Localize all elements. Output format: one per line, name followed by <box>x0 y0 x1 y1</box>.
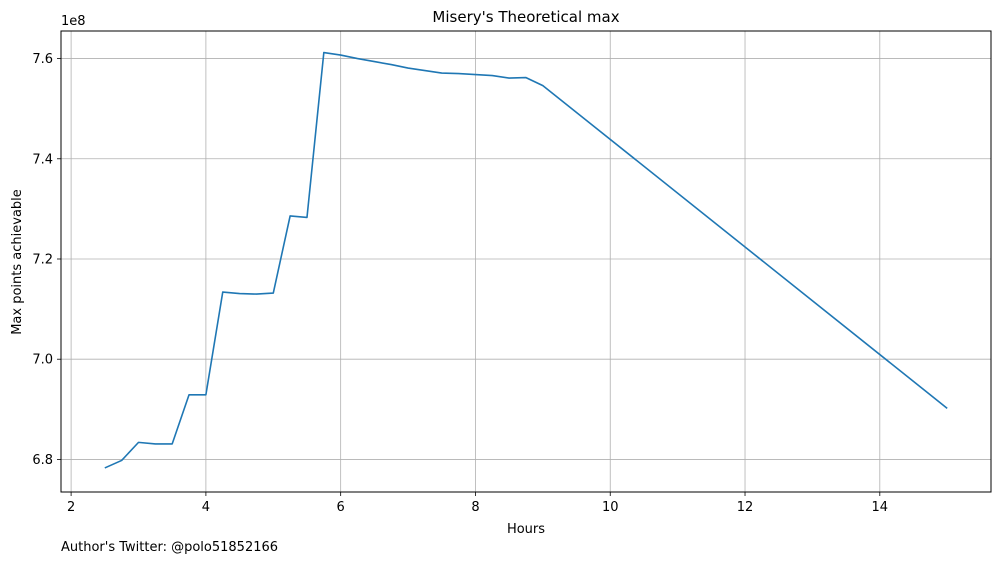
y-axis-label: Max points achievable <box>10 189 25 335</box>
author-credit: Author's Twitter: @polo51852166 <box>61 540 278 555</box>
y-tick-label: 7.0 <box>32 353 53 368</box>
y-tick-label: 7.6 <box>32 52 53 67</box>
y-tick-label: 7.4 <box>32 152 53 167</box>
x-tick-label: 10 <box>602 500 619 515</box>
x-tick-label: 12 <box>737 500 754 515</box>
y-axis-offset-text: 1e8 <box>61 14 86 29</box>
grid-lines <box>61 31 991 492</box>
y-tick-label: 6.8 <box>32 453 53 468</box>
chart-title: Misery's Theoretical max <box>432 8 619 26</box>
x-tick-label: 6 <box>337 500 345 515</box>
series-line <box>104 51 948 469</box>
x-tick-label: 4 <box>202 500 210 515</box>
axis-ticks: 2 4 6 8 10 12 14 6.8 7.0 7.2 7.4 7.6 <box>32 52 888 515</box>
x-tick-label: 2 <box>67 500 75 515</box>
x-axis-label: Hours <box>507 522 545 537</box>
x-tick-label: 8 <box>471 500 479 515</box>
y-tick-label: 7.2 <box>32 252 53 267</box>
plot-area-frame <box>60 30 992 493</box>
x-tick-label: 14 <box>872 500 889 515</box>
data-series <box>104 51 948 469</box>
